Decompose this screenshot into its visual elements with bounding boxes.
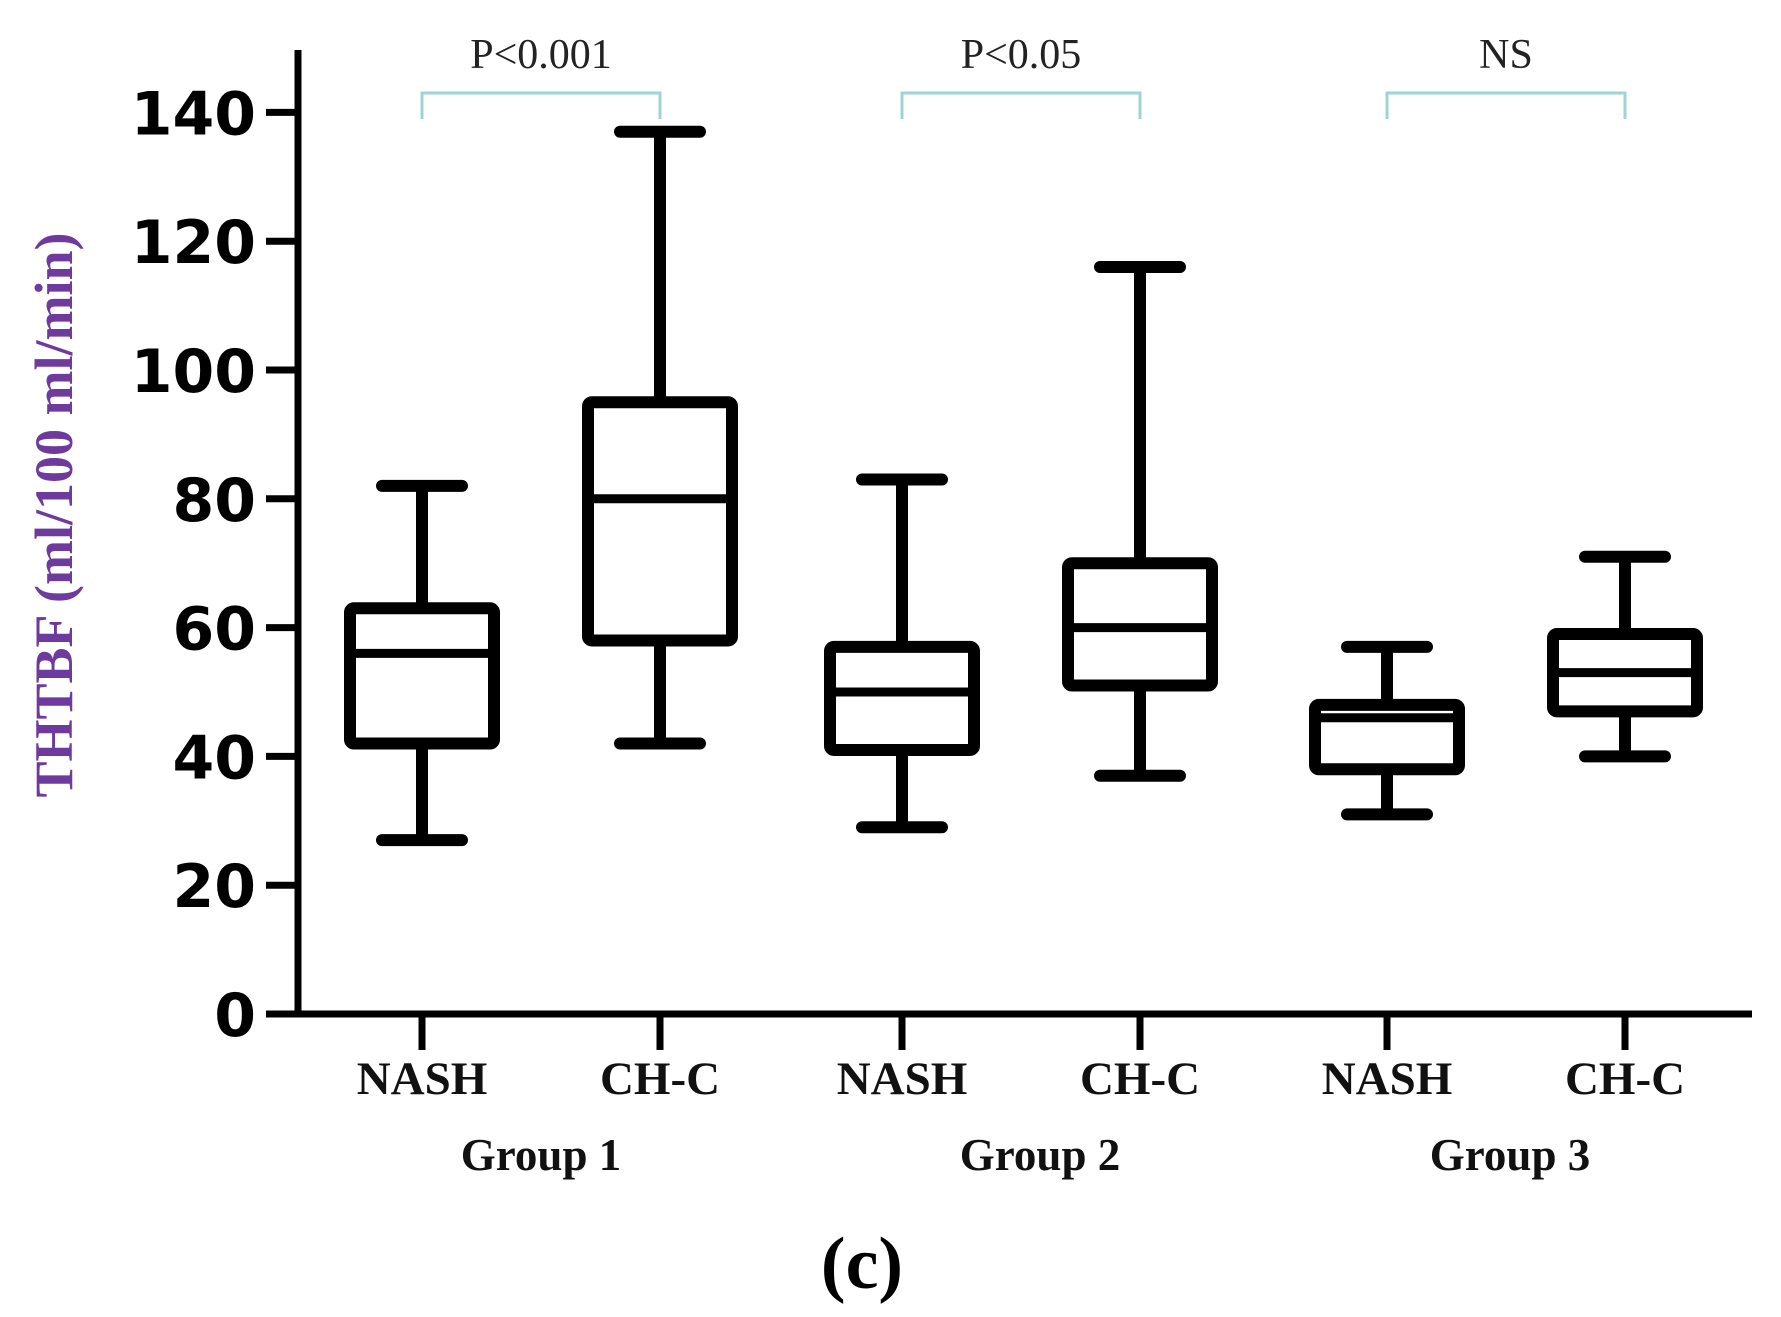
y-tick-label: 0 (214, 981, 256, 1051)
x-category-label: NASH (837, 1053, 968, 1105)
significance-label: P<0.001 (470, 32, 612, 78)
significance-bracket (420, 91, 662, 119)
box-1-ch-c (582, 125, 738, 750)
significance-label: P<0.05 (961, 32, 1082, 78)
significance-label: NS (1479, 32, 1533, 78)
box-1-nash (344, 479, 500, 847)
box-2-ch-c (1062, 260, 1218, 782)
x-category-label: CH-C (600, 1053, 720, 1105)
box-3-ch-c (1547, 550, 1703, 763)
panel-label: (c) (821, 1223, 903, 1305)
significance-bracket (900, 91, 1142, 119)
y-tick-label: 20 (173, 852, 257, 922)
boxes (344, 125, 1703, 847)
group-label: Group 2 (960, 1130, 1120, 1180)
box-3-nash (1309, 640, 1465, 821)
y-tick-label: 140 (131, 79, 256, 149)
iqr-box (582, 396, 738, 647)
y-tick-label: 40 (173, 723, 257, 793)
significance-brackets: P<0.001 P<0.05 NS (420, 32, 1627, 119)
y-tick-label: 100 (131, 337, 256, 407)
x-axis: NASH CH-C Group 1 NASH CH-C Group 2 NASH CH-C Gr… (266, 1010, 1752, 1180)
iqr-box (824, 640, 980, 756)
y-tick-label: 80 (173, 466, 257, 536)
iqr-box (344, 602, 500, 750)
x-category-label: CH-C (1565, 1053, 1685, 1105)
group-label: Group 1 (461, 1130, 621, 1180)
significance-bracket (1385, 91, 1627, 119)
y-tick-label: 120 (131, 208, 256, 278)
box-2-nash (824, 473, 980, 834)
y-axis-title: THTBF (ml/100 ml/min) (24, 233, 84, 798)
group-label: Group 3 (1430, 1130, 1590, 1180)
x-category-label: NASH (1322, 1053, 1453, 1105)
x-category-label: NASH (357, 1053, 488, 1105)
y-axis: 0 20 40 60 80 100 120 140 (131, 50, 302, 1051)
y-tick-label: 60 (173, 595, 257, 665)
x-category-label: CH-C (1080, 1053, 1200, 1105)
